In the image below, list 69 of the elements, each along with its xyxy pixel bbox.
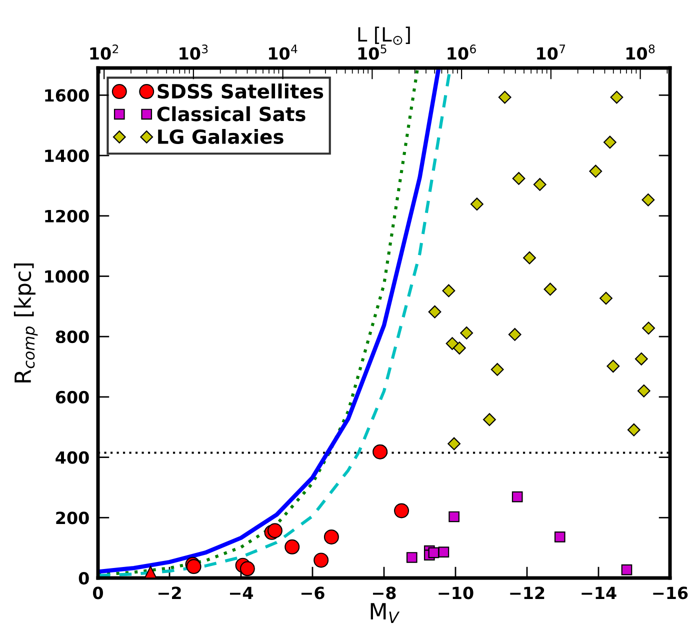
x-tick-label: −2: [158, 586, 181, 599]
point: [452, 342, 466, 354]
point: [533, 178, 546, 191]
legend-label: LG Galaxies: [158, 128, 284, 144]
point: [438, 546, 450, 558]
x2-tick-label: 10$^{5}$: [358, 44, 386, 60]
point: [621, 564, 632, 576]
point: [448, 511, 460, 522]
point: [267, 523, 282, 538]
x2-tick-label: 10$^{8}$: [626, 44, 655, 60]
y-tick-label: 400: [56, 451, 89, 464]
x-tick-label: −4: [230, 586, 254, 599]
point: [642, 322, 655, 335]
point: [470, 198, 484, 211]
y-tick-label: 1600: [45, 89, 89, 102]
x-tick-label: −16: [653, 586, 688, 600]
point: [240, 561, 255, 576]
point: [627, 423, 640, 436]
x2-axis-title: L [L$_{⊙}$]: [358, 26, 410, 45]
y-tick-label: 200: [56, 512, 89, 524]
point: [637, 384, 650, 398]
y-tick-label: 1000: [45, 270, 89, 283]
y-tick-label: 600: [56, 390, 89, 404]
point: [314, 552, 329, 568]
x2-tick-label: 10$^{4}$: [269, 44, 298, 60]
point: [406, 552, 418, 563]
point: [460, 326, 474, 340]
point: [483, 413, 496, 426]
point: [600, 292, 612, 305]
y-tick-label: 1400: [45, 149, 89, 162]
point: [508, 328, 522, 341]
x2-tick-label: 10$^{7}$: [537, 44, 566, 60]
x-tick-label: −6: [301, 586, 324, 600]
point: [554, 532, 566, 542]
y-tick-label: 800: [56, 330, 89, 344]
x2-tick-label: 10$^{6}$: [448, 44, 476, 60]
legend-label: Classical Sats: [157, 106, 306, 122]
point: [372, 444, 388, 460]
point: [428, 547, 440, 558]
point: [606, 360, 620, 373]
point: [284, 539, 300, 554]
y-tick-label: 0: [78, 572, 89, 585]
point: [589, 164, 602, 178]
x-tick-label: −14: [582, 586, 616, 599]
point: [442, 284, 456, 298]
x-tick-label: −8: [372, 586, 396, 600]
point: [544, 282, 557, 296]
point: [498, 90, 512, 104]
x2-tick-label: 10$^{3}$: [180, 44, 208, 60]
point: [324, 529, 339, 544]
point: [610, 90, 624, 104]
point: [394, 503, 410, 518]
point: [490, 363, 504, 376]
x-axis-title: M$_{V}$: [370, 603, 400, 623]
x-tick-label: −12: [510, 586, 544, 599]
y-axis-title: R$_{comp}$ [kpc]: [14, 264, 38, 382]
point: [448, 437, 461, 450]
point: [603, 136, 616, 149]
point: [428, 305, 442, 318]
point: [512, 172, 526, 185]
point: [512, 491, 523, 502]
point: [642, 193, 655, 206]
point: [523, 251, 536, 264]
legend-label: SDSS Satellites: [158, 84, 324, 99]
x2-tick-label: 10$^{2}$: [90, 44, 118, 60]
y-tick-label: 1200: [45, 210, 89, 222]
x-tick-label: 0: [93, 586, 103, 600]
point: [634, 352, 648, 366]
x-tick-label: −10: [438, 586, 474, 600]
